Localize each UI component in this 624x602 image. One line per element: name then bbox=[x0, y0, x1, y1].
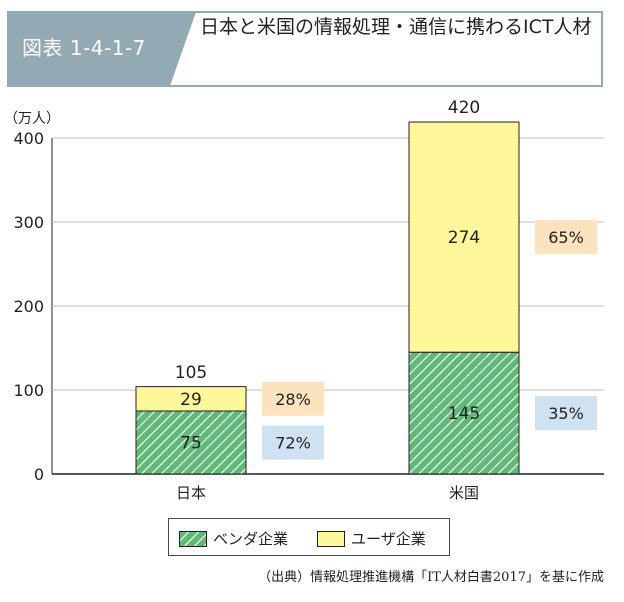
bar-segment-user bbox=[408, 121, 520, 353]
x-tick-label: 日本 bbox=[176, 484, 206, 502]
figure-header: 図表 1-4-1-7 日本と米国の情報処理・通信に携わるICT人材 bbox=[0, 0, 624, 100]
y-tick-label: 0 bbox=[34, 465, 44, 484]
bar-segment-user bbox=[135, 386, 247, 412]
y-tick-label: 100 bbox=[13, 381, 44, 400]
x-tick-label: 米国 bbox=[449, 484, 479, 502]
data-label-vendor: 145 bbox=[448, 404, 480, 424]
share-badge-vendor bbox=[262, 425, 324, 460]
legend: ベンダ企業 ユーザ企業 bbox=[168, 518, 450, 556]
x-axis-labels: 日本 米国 bbox=[176, 484, 479, 502]
y-tick-label: 200 bbox=[13, 297, 44, 316]
legend-label-vendor: ベンダ企業 bbox=[213, 530, 289, 548]
legend-swatch-user bbox=[317, 530, 345, 547]
header-frame bbox=[7, 11, 603, 87]
legend-swatch-vendor bbox=[179, 530, 207, 547]
share-label-vendor: 35% bbox=[548, 404, 584, 423]
share-label-user: 65% bbox=[548, 228, 584, 247]
total-label: 420 bbox=[448, 98, 480, 118]
figure-label: 図表 1-4-1-7 bbox=[22, 36, 146, 60]
chart-title: 日本と米国の情報処理・通信に携わるICT人材 bbox=[200, 16, 592, 38]
figure-label-tab bbox=[8, 12, 196, 86]
share-badge-user bbox=[535, 220, 597, 255]
data-label-user: 29 bbox=[180, 390, 202, 410]
share-badge-user bbox=[262, 381, 324, 416]
share-badge-vendor bbox=[535, 396, 597, 431]
legend-label-user: ユーザ企業 bbox=[351, 530, 426, 548]
data-label-user: 274 bbox=[448, 228, 480, 248]
share-label-user: 28% bbox=[275, 390, 311, 409]
legend-item-user: ユーザ企業 bbox=[317, 528, 426, 549]
bars-group: 75 72% 29 28% 105 145 35% 274 65% 420 bbox=[135, 98, 597, 475]
y-tick-label: 400 bbox=[13, 129, 44, 148]
data-label-vendor: 75 bbox=[180, 434, 202, 454]
legend-item-vendor: ベンダ企業 bbox=[179, 528, 288, 549]
y-axis-label: （万人） bbox=[4, 111, 60, 127]
y-tick-label: 300 bbox=[13, 213, 44, 232]
total-label: 105 bbox=[175, 363, 207, 383]
share-label-vendor: 72% bbox=[275, 434, 311, 453]
bar-segment-vendor bbox=[408, 351, 520, 475]
stacked-bar-chart: （万人） 0 100 200 300 400 75 72% 29 28% 105 145 35% 27… bbox=[4, 98, 604, 502]
source-note: （出典）情報処理推進機構「IT人材白書2017」を基に作成 bbox=[258, 570, 604, 585]
